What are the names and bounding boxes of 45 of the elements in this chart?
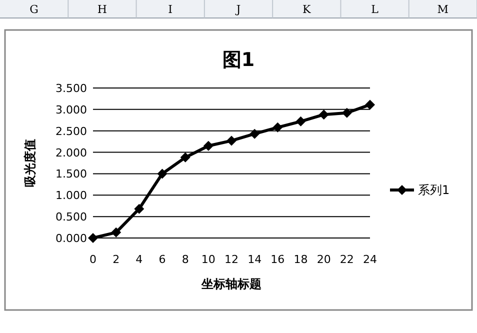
text: M [437,3,449,16]
point [365,100,375,110]
text: L [371,3,380,16]
x-tick-label: 14 [248,253,262,266]
y-tick-label: 2.000 [56,146,87,160]
x-tick-label: 8 [182,253,189,266]
point [318,110,329,120]
y-tick-label: 0.000 [56,232,87,245]
point [157,168,168,179]
text: K [302,3,312,16]
y-tick-label: 1.000 [56,189,87,202]
text: G [30,3,38,16]
point [111,227,122,238]
y-tick-label: 1.500 [56,168,87,181]
x-tick-label: 6 [158,253,166,266]
point [226,136,236,146]
point [134,204,144,214]
point [203,140,214,151]
y-tick-label: 0.500 [56,210,87,224]
text: J [235,3,241,16]
y-tick-label: 3.000 [56,103,87,116]
x-tick-label: 24 [363,253,377,266]
legend-label: 系列1 [418,183,450,197]
x-tick-label: 10 [201,253,216,266]
text: H [97,3,108,16]
x-tick-label: 20 [316,253,331,266]
x-tick-label: 18 [294,253,308,266]
x-tick-label: 22 [340,253,354,266]
y-tick-label: 3.500 [56,82,87,95]
chart-title: 图1 [222,49,255,71]
x-tick-label: 16 [270,253,285,266]
point [88,233,98,243]
x-axis-title: 坐标轴标题 [200,277,262,291]
point [342,108,352,118]
point [250,128,260,139]
point [180,152,190,162]
x-tick-label: 0 [90,253,96,266]
x-tick-label: 2 [112,253,120,266]
text: I [168,3,173,16]
x-tick-label: 12 [224,253,238,266]
y-axis-title: 吸光度值 [23,139,37,187]
point [296,116,306,126]
x-tick-label: 4 [136,253,143,266]
y-tick-label: 2.500 [56,124,87,138]
point [272,122,283,132]
